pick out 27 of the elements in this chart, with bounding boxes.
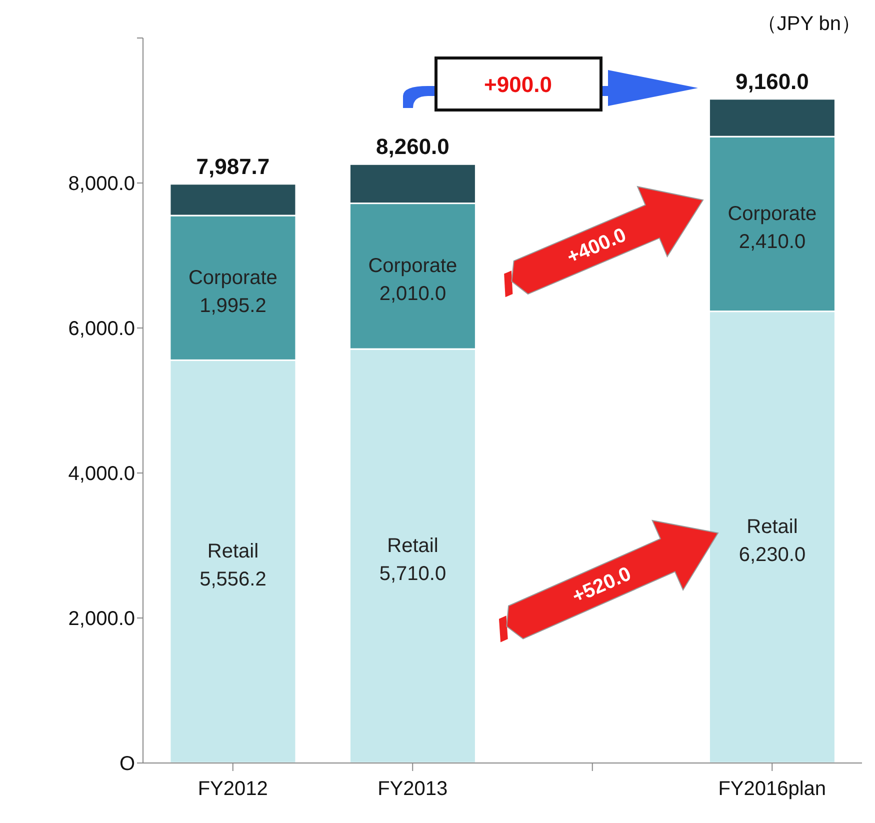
series-label: Corporate [188,266,278,289]
data-label: 2,410.0 [738,230,806,253]
x-tick-label: FY2012 [198,778,268,800]
y-tick-label: 8,000.0 [68,173,135,196]
annotation: +400.0 [564,224,630,269]
y-tick-label: 2,000.0 [68,608,135,630]
y-tick-label: 4,000.0 [68,463,135,486]
x-tick-label: FY2013 [378,778,448,800]
y-tick-label: 6,000.0 [68,318,135,340]
text: Retail [746,516,798,538]
total-label: 7,987.7 [196,154,270,179]
series-label: Retail [207,540,259,563]
x-tick-label: FY2016plan [718,778,826,800]
text: Corporate [368,255,458,278]
data-label: 5,710.0 [379,563,446,586]
text: Corporate [728,202,817,225]
data-label: 2,010.0 [379,283,446,306]
annotation: +520.0 [569,562,634,608]
data-label: 5,556.2 [200,568,266,591]
y-tick-label: O [119,753,135,776]
text: Retail [387,535,438,558]
total-label: 8,260.0 [376,134,450,160]
total-label: 9,160.0 [736,68,809,94]
data-label: 1,995.2 [200,294,266,317]
annotation: +900.0 [484,72,552,97]
data-label: 6,230.0 [738,544,806,566]
text: （JPY bn） [756,13,861,35]
